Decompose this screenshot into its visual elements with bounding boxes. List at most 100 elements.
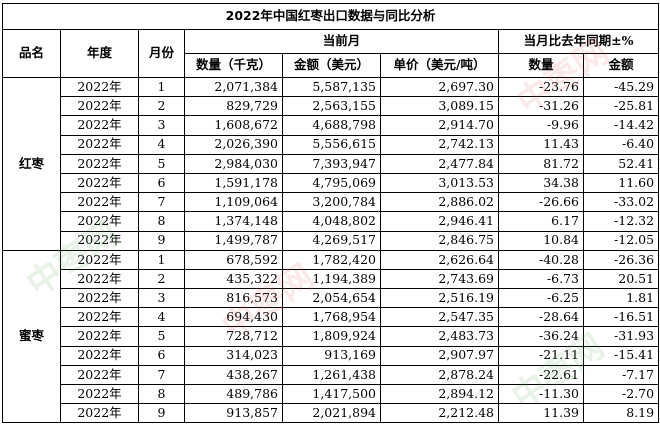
- cell-amount: 5,587,135: [282, 76, 381, 98]
- cell-unit-price: 2,742.13: [380, 134, 499, 155]
- table-row: 2022年 3 1,608,672 4,688,798 2,914.70 -9.96 -14…: [3, 115, 660, 136]
- cell-amount: 4,269,517: [282, 230, 381, 251]
- cell-yoy-amount: -12.32: [582, 211, 660, 232]
- cell-amount: 1,194,389: [282, 268, 381, 290]
- cell-yoy-quantity: -31.26: [498, 96, 584, 117]
- table-row: 2022年 8 489,786 1,417,500 2,894.12 -11.30 -2.7…: [3, 383, 660, 405]
- cell-year: 2022年: [60, 383, 139, 405]
- cell-yoy-quantity: -28.64: [498, 307, 584, 328]
- header-quantity: 数量（千克）: [184, 53, 283, 78]
- header-yoy-amount: 金额: [582, 53, 660, 78]
- cell-yoy-quantity: -36.24: [498, 326, 584, 347]
- cell-amount: 4,688,798: [282, 115, 381, 136]
- cell-month: 5: [138, 326, 185, 347]
- table-row: 2022年 7 1,109,064 3,200,784 2,886.02 -26.66 -3…: [3, 192, 660, 213]
- cell-yoy-amount: -14.42: [582, 115, 660, 136]
- cell-year: 2022年: [60, 307, 139, 328]
- table-row: 2022年 5 728,712 1,809,924 2,483.73 -36.24 -31.…: [3, 326, 660, 347]
- cell-month: 8: [138, 383, 185, 405]
- table-row: 2022年 4 694,430 1,768,954 2,547.35 -28.64 -16.…: [3, 307, 660, 328]
- header-amount: 金额（美元）: [282, 53, 381, 78]
- cell-year: 2022年: [60, 115, 139, 136]
- cell-unit-price: 2,626.64: [380, 249, 499, 270]
- cell-unit-price: 2,894.12: [380, 383, 499, 405]
- cell-amount: 7,393,947: [282, 153, 381, 174]
- header-product: 品名: [2, 29, 61, 78]
- cell-quantity: 438,267: [184, 364, 283, 386]
- cell-yoy-amount: -25.81: [582, 96, 660, 117]
- header-year: 年度: [60, 29, 139, 78]
- cell-month: 1: [138, 249, 185, 270]
- cell-yoy-quantity: -40.28: [498, 249, 584, 270]
- cell-year: 2022年: [60, 134, 139, 155]
- cell-quantity: 489,786: [184, 383, 283, 405]
- cell-unit-price: 2,212.48: [380, 403, 499, 424]
- cell-year: 2022年: [60, 249, 139, 270]
- cell-unit-price: 2,697.30: [380, 76, 499, 98]
- cell-year: 2022年: [60, 230, 139, 251]
- cell-year: 2022年: [60, 192, 139, 213]
- cell-quantity: 1,374,148: [184, 211, 283, 232]
- cell-amount: 4,795,069: [282, 172, 381, 194]
- cell-amount: 913,169: [282, 345, 381, 366]
- cell-yoy-amount: 11.60: [582, 172, 660, 194]
- cell-year: 2022年: [60, 364, 139, 386]
- cell-quantity: 2,984,030: [184, 153, 283, 174]
- cell-quantity: 728,712: [184, 326, 283, 347]
- cell-year: 2022年: [60, 268, 139, 290]
- cell-yoy-quantity: -23.76: [498, 76, 584, 98]
- header-yoy: 当月比去年同期±%: [497, 29, 660, 54]
- cell-yoy-quantity: 10.84: [498, 230, 584, 251]
- cell-month: 6: [138, 172, 185, 194]
- cell-month: 8: [138, 211, 185, 232]
- cell-month: 7: [138, 364, 185, 386]
- cell-yoy-amount: -15.41: [582, 345, 660, 366]
- cell-quantity: 913,857: [184, 403, 283, 424]
- table-title: 2022年中国红枣出口数据与同比分析: [1, 3, 660, 30]
- cell-amount: 4,048,802: [282, 211, 381, 232]
- table-row: 2022年 6 1,591,178 4,795,069 3,013.53 34.38 11.…: [3, 172, 660, 194]
- cell-month: 5: [138, 153, 185, 174]
- cell-yoy-amount: -2.70: [582, 383, 660, 405]
- cell-yoy-amount: 8.19: [582, 403, 660, 424]
- cell-year: 2022年: [60, 172, 139, 194]
- cell-unit-price: 3,089.15: [380, 96, 499, 117]
- cell-year: 2022年: [60, 288, 139, 309]
- cell-quantity: 694,430: [184, 307, 283, 328]
- cell-unit-price: 2,547.35: [380, 307, 499, 328]
- export-data-table-container: 2022年中国红枣出口数据与同比分析 品名 年度 月份 当前月 当月比去年同期±…: [1, 3, 660, 424]
- cell-quantity: 816,573: [184, 288, 283, 309]
- table-row: 2022年 4 2,026,390 5,556,615 2,742.13 11.43 -6.…: [3, 134, 660, 155]
- cell-month: 9: [138, 403, 185, 424]
- cell-year: 2022年: [60, 153, 139, 174]
- cell-year: 2022年: [60, 96, 139, 117]
- cell-unit-price: 2,946.41: [380, 211, 499, 232]
- cell-quantity: 1,608,672: [184, 115, 283, 136]
- cell-yoy-amount: -45.29: [582, 76, 660, 98]
- cell-yoy-quantity: -11.30: [498, 383, 584, 405]
- table-row: 蜜枣 2022年 1 678,592 1,782,420 2,626.64 -40.28 -2…: [2, 249, 660, 424]
- cell-quantity: 1,499,787: [184, 230, 283, 251]
- header-unit-price: 单价（美元/吨）: [380, 53, 499, 78]
- cell-unit-price: 2,483.73: [380, 326, 499, 347]
- cell-amount: 1,768,954: [282, 307, 381, 328]
- cell-year: 2022年: [60, 76, 139, 98]
- cell-year: 2022年: [60, 326, 139, 347]
- cell-year: 2022年: [60, 403, 139, 424]
- table-row: 2022年 3 816,573 2,054,654 2,516.19 -6.25 1.81: [3, 288, 660, 309]
- cell-month: 6: [138, 345, 185, 366]
- header-month: 月份: [138, 29, 185, 78]
- cell-month: 3: [138, 115, 185, 136]
- cell-month: 2: [138, 96, 185, 117]
- cell-month: 3: [138, 288, 185, 309]
- cell-month: 1: [138, 76, 185, 98]
- cell-quantity: 2,026,390: [184, 134, 283, 155]
- cell-year: 2022年: [60, 345, 139, 366]
- cell-yoy-amount: -7.17: [582, 364, 660, 386]
- cell-unit-price: 2,878.24: [380, 364, 499, 386]
- table-row: 2022年 9 913,857 2,021,894 2,212.48 11.39 8.19: [3, 403, 660, 424]
- product-name-cell: 红枣: [2, 77, 61, 251]
- cell-yoy-amount: -6.40: [582, 134, 660, 155]
- cell-quantity: 1,109,064: [184, 192, 283, 213]
- cell-month: 4: [138, 307, 185, 328]
